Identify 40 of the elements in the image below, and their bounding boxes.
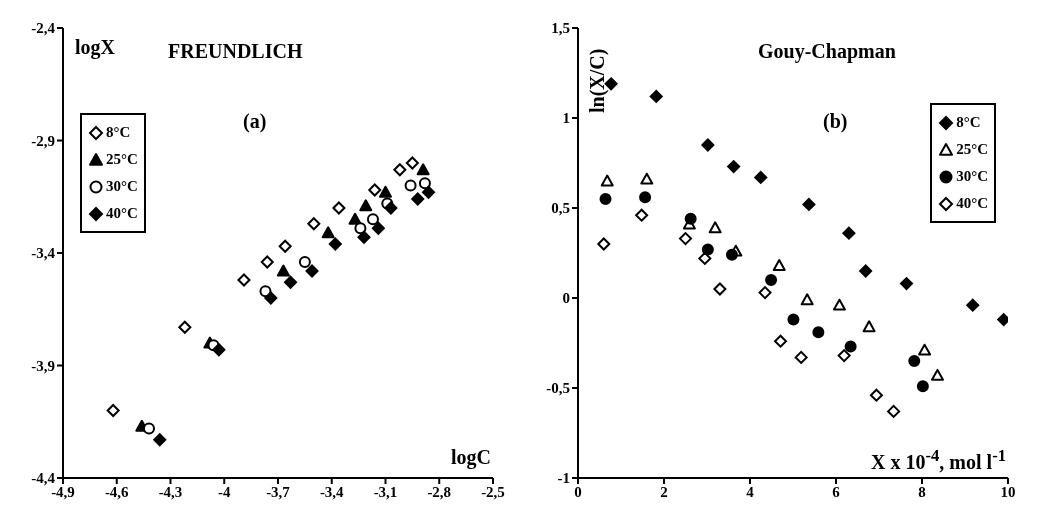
y-axis-title: logX (75, 36, 115, 59)
y-tick-label: -1 (557, 470, 570, 487)
annotation: (b) (823, 110, 848, 133)
x-tick-label: 0 (574, 483, 582, 500)
y-tick-label: 1 (562, 110, 570, 127)
x-tick-label: 8 (918, 483, 926, 500)
legend-label: 30°C (106, 178, 138, 195)
y-tick-label: 0,5 (551, 200, 570, 217)
x-tick-label: 2 (660, 483, 668, 500)
x-tick-label: 4 (746, 483, 755, 500)
legend-label: 8°C (956, 114, 981, 131)
x-tick-label: -4 (218, 483, 231, 500)
x-tick-label: 10 (1000, 483, 1016, 500)
x-tick-label: -4,3 (158, 483, 183, 500)
x-axis-title: X x 10$^{-4}$, mol l$^{-1}$ (871, 446, 1006, 474)
y-tick-label: -2,9 (31, 132, 55, 149)
y-axis-title: ln(X/C) (586, 48, 609, 113)
y-tick-label: -0,5 (546, 380, 570, 397)
annotation: (a) (243, 110, 267, 133)
y-tick-label: 0 (562, 290, 570, 307)
y-tick-label: 1,5 (551, 20, 570, 37)
y-tick-label: -3,9 (31, 357, 55, 374)
x-tick-label: -2,8 (427, 483, 452, 500)
legend-label: 25°C (956, 141, 988, 158)
x-tick-label: -2,5 (481, 483, 505, 500)
legend-label: 40°C (106, 205, 138, 222)
x-tick-label: -4,6 (104, 483, 130, 500)
x-tick-label: -3,7 (266, 483, 291, 500)
x-axis-title: logC (451, 446, 491, 469)
legend-label: 40°C (956, 195, 988, 212)
legend-label: 25°C (106, 151, 138, 168)
legend-label: 8°C (106, 124, 131, 141)
x-tick-label: 6 (832, 483, 841, 500)
x-tick-label: -3,1 (373, 483, 398, 500)
text: FREUNDLICH (168, 40, 303, 63)
legend-label: 30°C (956, 168, 988, 185)
y-tick-label: -3,4 (31, 245, 56, 262)
y-tick-label: -2,4 (31, 20, 56, 37)
text: Gouy-Chapman (758, 40, 896, 63)
x-tick-label: -3,4 (319, 483, 345, 500)
